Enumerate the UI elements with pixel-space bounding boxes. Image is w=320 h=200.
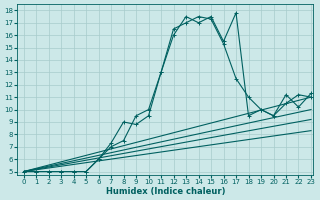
- X-axis label: Humidex (Indice chaleur): Humidex (Indice chaleur): [106, 187, 225, 196]
